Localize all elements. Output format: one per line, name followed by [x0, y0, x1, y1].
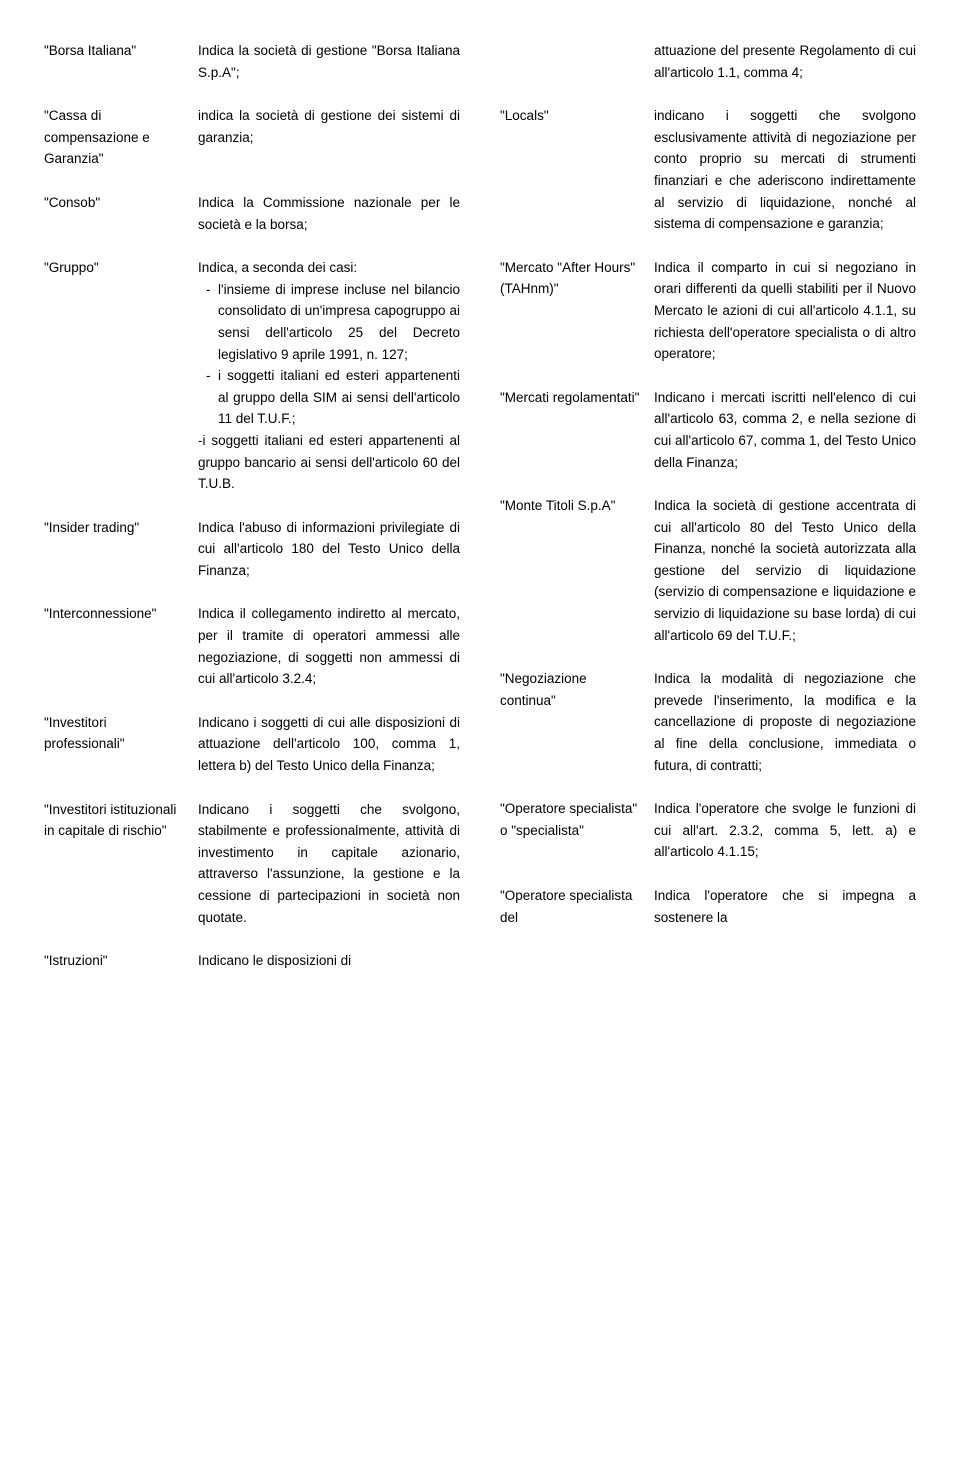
definition-entry: "Mercato "After Hours" (TAHnm)" Indica i…	[500, 257, 916, 365]
definition-entry: "Borsa Italiana" Indica la società di ge…	[44, 40, 460, 83]
term: "Monte Titoli S.p.A"	[500, 495, 640, 646]
definition-entry: "Mercati regolamentati" Indicano i merca…	[500, 387, 916, 473]
left-column: "Borsa Italiana" Indica la società di ge…	[44, 40, 460, 994]
term: "Consob"	[44, 192, 184, 235]
term: "Gruppo"	[44, 257, 184, 495]
definition: Indicano le disposizioni di	[198, 950, 460, 972]
definition-entry: attuazione del presente Regolamento di c…	[500, 40, 916, 83]
definition-entry: "Operatore specialista del Indica l'oper…	[500, 885, 916, 928]
term: "Negoziazione continua"	[500, 668, 640, 776]
definition: Indicano i soggetti di cui alle disposiz…	[198, 712, 460, 777]
term: "Investitori professionali"	[44, 712, 184, 777]
definition-entry: "Investitori istituzionali in capitale d…	[44, 799, 460, 929]
definition-entry: "Istruzioni" Indicano le disposizioni di	[44, 950, 460, 972]
definition-entry: "Operatore specialista" o "specialista" …	[500, 798, 916, 863]
term: "Mercato "After Hours" (TAHnm)"	[500, 257, 640, 365]
definition: Indica la modalità di negoziazione che p…	[654, 668, 916, 776]
definition: Indica l'abuso di informazioni privilegi…	[198, 517, 460, 582]
page-container: "Borsa Italiana" Indica la società di ge…	[44, 40, 916, 994]
term: "Operatore specialista del	[500, 885, 640, 928]
term: "Istruzioni"	[44, 950, 184, 972]
definition-entry: "Negoziazione continua" Indica la modali…	[500, 668, 916, 776]
definition-entry: "Interconnessione" Indica il collegament…	[44, 603, 460, 689]
definition-entry: "Investitori professionali" Indicano i s…	[44, 712, 460, 777]
definition: indica la società di gestione dei sistem…	[198, 105, 460, 170]
definition-entry: "Insider trading" Indica l'abuso di info…	[44, 517, 460, 582]
definition: Indicano i soggetti che svolgono, stabil…	[198, 799, 460, 929]
definition-entry: "Gruppo" Indica, a seconda dei casi: l'i…	[44, 257, 460, 495]
definition-entry: "Monte Titoli S.p.A" Indica la società d…	[500, 495, 916, 646]
definition: Indica l'operatore che si impegna a sost…	[654, 885, 916, 928]
definition: attuazione del presente Regolamento di c…	[654, 40, 916, 83]
definition-list: l'insieme di imprese incluse nel bilanci…	[198, 279, 460, 430]
definition-entry: "Cassa di compensazione e Garanzia" indi…	[44, 105, 460, 170]
term: "Operatore specialista" o "specialista"	[500, 798, 640, 863]
definition-entry: "Consob" Indica la Commissione nazionale…	[44, 192, 460, 235]
definition: Indica il collegamento indiretto al merc…	[198, 603, 460, 689]
definition: Indica il comparto in cui si negoziano i…	[654, 257, 916, 365]
definition-pre: Indica, a seconda dei casi:	[198, 260, 357, 275]
term: "Cassa di compensazione e Garanzia"	[44, 105, 184, 170]
term: "Insider trading"	[44, 517, 184, 582]
term: "Borsa Italiana"	[44, 40, 184, 83]
definition: Indica, a seconda dei casi: l'insieme di…	[198, 257, 460, 495]
definition-entry: "Locals" indicano i soggetti che svolgon…	[500, 105, 916, 235]
definition: Indica l'operatore che svolge le funzion…	[654, 798, 916, 863]
definition: indicano i soggetti che svolgono esclusi…	[654, 105, 916, 235]
definition: Indica la società di gestione accentrata…	[654, 495, 916, 646]
list-item: l'insieme di imprese incluse nel bilanci…	[206, 279, 460, 365]
right-column: attuazione del presente Regolamento di c…	[500, 40, 916, 994]
term: "Interconnessione"	[44, 603, 184, 689]
term: "Investitori istituzionali in capitale d…	[44, 799, 184, 929]
term: "Locals"	[500, 105, 640, 235]
definition: Indica la società di gestione "Borsa Ita…	[198, 40, 460, 83]
list-item: i soggetti italiani ed esteri appartenen…	[206, 365, 460, 430]
term: "Mercati regolamentati"	[500, 387, 640, 473]
definition: Indicano i mercati iscritti nell'elenco …	[654, 387, 916, 473]
definition-post: -i soggetti italiani ed esteri appartene…	[198, 433, 460, 491]
definition: Indica la Commissione nazionale per le s…	[198, 192, 460, 235]
